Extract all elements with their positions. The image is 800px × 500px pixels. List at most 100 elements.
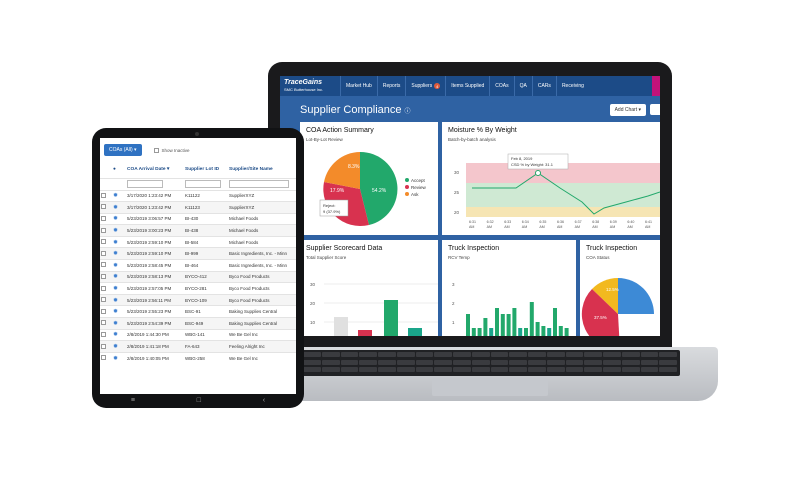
table-row[interactable]: ✹ 5/23/2019 2:54:39 PM BSC-949 Baking Suppl… <box>100 317 296 330</box>
rcv-bar[interactable] <box>529 302 534 336</box>
gear-icon[interactable]: ✹ <box>113 309 119 316</box>
row-checkbox[interactable] <box>101 204 106 210</box>
gear-icon[interactable]: ✹ <box>113 262 119 269</box>
nav-item-cars[interactable]: CARs <box>531 76 556 96</box>
pie-slice[interactable] <box>618 278 654 314</box>
rcv-bar[interactable] <box>541 326 546 336</box>
home-icon[interactable]: □ <box>196 396 201 404</box>
row-checkbox[interactable] <box>101 192 106 198</box>
table-row[interactable]: ✹ 5/23/2019 2:56:11 PM BYCO-109 Byco Food P… <box>100 293 296 306</box>
row-checkbox[interactable] <box>101 239 106 245</box>
row-checkbox[interactable] <box>101 285 106 291</box>
supplier-filter-input[interactable] <box>229 179 289 188</box>
gear-icon[interactable]: ✹ <box>113 239 119 246</box>
gear-icon[interactable]: ✹ <box>113 297 119 304</box>
row-checkbox[interactable] <box>101 331 106 337</box>
add-chart-button[interactable]: Add Chart ▾ <box>609 104 646 116</box>
table-row[interactable]: ✹ 5/23/2019 2:58:13 PM BYCO-412 Byco Food P… <box>100 270 296 283</box>
coa-filter-dropdown[interactable]: COAs (All) ▾ <box>104 144 142 156</box>
pie-slice-ask[interactable] <box>324 152 360 189</box>
row-checkbox[interactable] <box>101 320 106 326</box>
column-header-arrival[interactable]: COA Arrival Date ▾ <box>127 167 170 173</box>
nav-item-reports[interactable]: Reports <box>376 76 406 96</box>
rcv-bar[interactable] <box>564 328 569 336</box>
rcv-bar[interactable] <box>506 314 511 336</box>
table-row[interactable]: ✹ 5/23/2019 2:58:45 PM BI-464 Basic Ingredi… <box>100 259 296 272</box>
rcv-bar[interactable] <box>558 326 563 336</box>
nav-item-market-hub[interactable]: Market Hub <box>340 76 377 96</box>
bar[interactable] <box>408 328 422 336</box>
row-checkbox[interactable] <box>101 273 106 279</box>
row-checkbox[interactable] <box>101 355 106 361</box>
nav-item-coas[interactable]: COAs <box>489 76 513 96</box>
lot-filter-input[interactable] <box>185 179 221 188</box>
nav-new-button[interactable] <box>652 76 660 96</box>
brand-logo[interactable]: TraceGains SMC Butterhouse Inc. <box>280 79 340 93</box>
gear-icon[interactable]: ✹ <box>113 332 119 339</box>
gear-icon[interactable]: ✹ <box>113 216 119 223</box>
rcv-bar[interactable] <box>518 328 523 336</box>
column-header-supplier[interactable]: Supplier/Site Name <box>229 167 273 173</box>
row-checkbox[interactable] <box>101 215 106 221</box>
rcv-bar[interactable] <box>512 308 517 336</box>
legend-review[interactable]: Review <box>411 185 427 190</box>
nav-item-qa[interactable]: QA <box>513 76 532 96</box>
pie-slice[interactable] <box>592 277 618 314</box>
table-row[interactable]: ✹ 5/23/2019 2:55:23 PM BSC-91 Baking Suppli… <box>100 305 296 318</box>
rcv-bar[interactable] <box>495 308 499 336</box>
show-inactive-checkbox[interactable] <box>153 147 159 153</box>
rcv-bar[interactable] <box>477 328 482 336</box>
info-icon[interactable]: ● <box>113 167 116 173</box>
gear-icon[interactable]: ✹ <box>113 204 119 211</box>
table-row[interactable]: ✹ 5/23/2019 2:59:10 PM BI-999 Basic Ingredi… <box>100 247 296 260</box>
nav-item-receiving[interactable]: Receiving <box>555 76 589 96</box>
menu-icon[interactable]: ≡ <box>130 396 135 404</box>
rcv-bar[interactable] <box>471 328 476 336</box>
rcv-bar[interactable] <box>500 314 505 336</box>
help-icon[interactable]: ⓘ <box>404 109 411 115</box>
bar[interactable] <box>358 330 372 336</box>
rcv-bar[interactable] <box>466 314 470 336</box>
table-row[interactable]: ✹ 5/23/2019 2:57:05 PM BYCO-281 Byco Food P… <box>100 282 296 295</box>
table-row[interactable]: ✹ 5/23/2019 3:06:57 PM BI-430 Michael Foods <box>100 212 296 225</box>
pie-slice[interactable] <box>581 289 620 336</box>
rcv-bar[interactable] <box>483 318 488 336</box>
row-checkbox[interactable] <box>101 250 106 256</box>
table-row[interactable]: ✹ 3/17/2020 1:23:42 PM K11122 SupplierXYZ <box>100 189 296 202</box>
nav-item-suppliers[interactable]: Suppliers 4 <box>405 76 445 96</box>
pie-slice-accept[interactable] <box>360 151 398 225</box>
row-checkbox[interactable] <box>101 343 106 349</box>
table-row[interactable]: ✹ 2/8/2019 1:40:05 PM WBG-258 We Be Gel Inc <box>100 351 296 364</box>
gear-icon[interactable]: ✹ <box>113 228 119 235</box>
nav-item-items-supplied[interactable]: Items Supplied <box>445 76 489 96</box>
column-header-lot[interactable]: Supplier Lot ID <box>185 167 220 173</box>
table-row[interactable]: ✹ 3/17/2020 1:23:42 PM K11123 SupplierXYZ <box>100 201 296 214</box>
row-checkbox[interactable] <box>101 227 106 233</box>
gear-icon[interactable]: ✹ <box>113 274 119 281</box>
table-row[interactable]: ✹ 2/8/2019 1:41:18 PM FA-643 Feeling Alrigh… <box>100 340 296 353</box>
rcv-bar[interactable] <box>524 328 528 336</box>
table-row[interactable]: ✹ 5/23/2019 3:00:23 PM BI-438 Michael Foods <box>100 224 296 237</box>
gear-icon[interactable]: ✹ <box>113 251 119 258</box>
bar[interactable] <box>334 317 348 336</box>
moisture-point-highlight[interactable] <box>535 170 541 176</box>
gear-icon[interactable]: ✹ <box>113 286 119 293</box>
rcv-bar[interactable] <box>553 308 557 336</box>
gear-icon[interactable]: ✹ <box>113 193 119 200</box>
gear-icon[interactable]: ✹ <box>113 355 119 362</box>
rcv-bar[interactable] <box>489 328 494 336</box>
legend-accept[interactable]: Accept <box>411 178 426 183</box>
back-icon[interactable]: ‹ <box>262 396 266 404</box>
table-row[interactable]: ✹ 2/8/2019 1:44:30 PM WBG-141 We Be Gel Inc <box>100 328 296 341</box>
gear-icon[interactable]: ✹ <box>113 344 119 351</box>
table-row[interactable]: ✹ 5/23/2019 2:59:10 PM BI-584 Michael Foods <box>100 235 296 248</box>
row-checkbox[interactable] <box>101 308 106 314</box>
row-checkbox[interactable] <box>101 297 106 303</box>
options-button[interactable] <box>650 104 660 115</box>
legend-ask[interactable]: Ask <box>411 192 419 197</box>
bar[interactable] <box>384 300 398 336</box>
show-inactive-toggle[interactable]: Show Inactive <box>153 147 190 153</box>
gear-icon[interactable]: ✹ <box>113 320 119 327</box>
arrival-filter-input[interactable] <box>127 179 163 188</box>
rcv-bar[interactable] <box>535 322 540 336</box>
